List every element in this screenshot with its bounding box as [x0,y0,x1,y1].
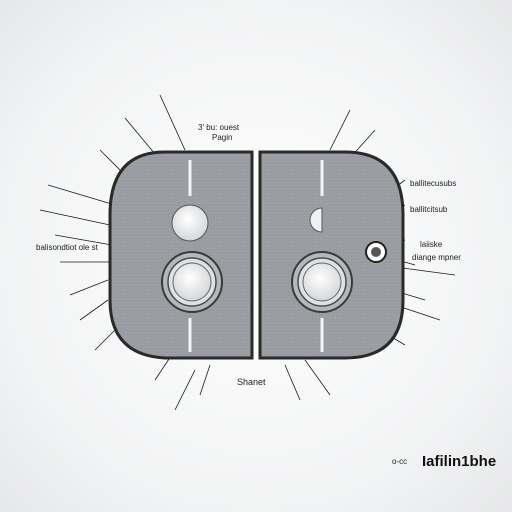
watermark-prefix: o-cc [392,457,407,466]
left-stick[interactable] [161,251,223,313]
label-top-2: Pagin [212,133,232,142]
label-right-1: ballitecusubs [410,179,456,188]
label-top-1: 3' bu: ouest [198,123,240,132]
left-top-button[interactable] [171,204,209,242]
right-stick[interactable] [291,251,353,313]
label-right-4: diange mpner [412,253,461,262]
label-right-2: ballitcitsub [410,205,448,214]
label-bottom: Shanet [237,377,266,387]
label-right-3: laiiske [420,240,443,249]
label-left-1: balisondtiot ole st [36,243,99,252]
watermark-text: Iafilin1bhe [422,453,496,470]
right-top-indicator [309,207,323,233]
right-small-button[interactable] [365,241,387,263]
